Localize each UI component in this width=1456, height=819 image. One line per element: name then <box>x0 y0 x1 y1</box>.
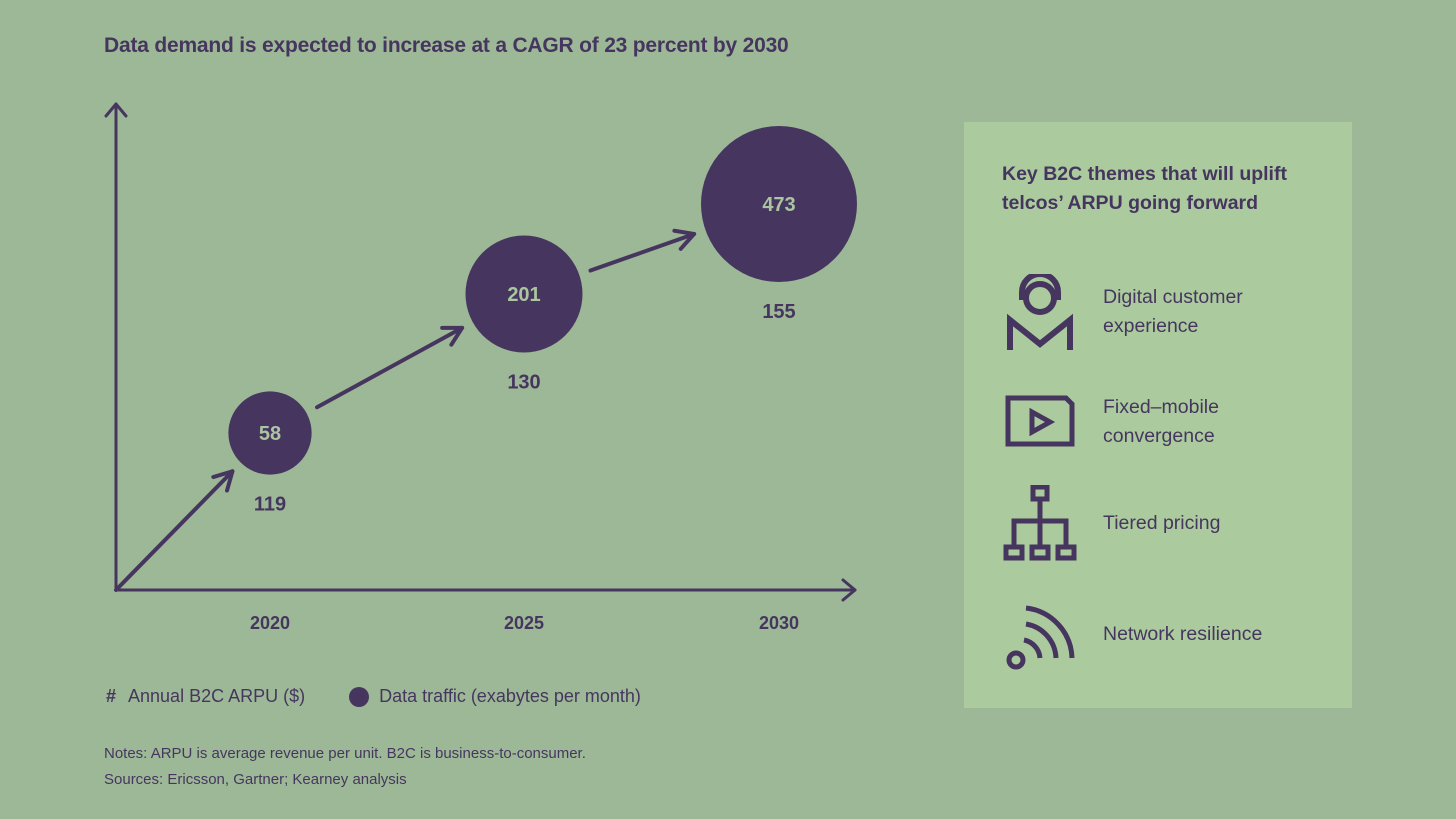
traffic-legend-label: Data traffic (exabytes per month) <box>379 686 641 706</box>
y-axis-arrowhead <box>104 102 128 118</box>
customer-headset-icon <box>1007 274 1073 350</box>
footnotes: Notes: ARPU is average revenue per unit.… <box>104 741 586 793</box>
x-axis-arrowhead <box>841 578 857 602</box>
bubble-chart: 58 119 2020 201 130 2025 473 155 2030 <box>104 102 857 633</box>
arpu-value-label: 119 <box>254 494 286 516</box>
growth-arrowhead <box>440 325 465 347</box>
theme-label: Tiered pricing <box>1103 511 1221 534</box>
traffic-value-label: 473 <box>762 194 795 216</box>
theme-item: Network resilience <box>1002 596 1303 672</box>
theme-label: Fixed–mobile convergence <box>1103 396 1219 447</box>
theme-label: Digital customer experience <box>1103 286 1243 337</box>
arpu-value-label: 155 <box>762 301 795 323</box>
theme-label: Network resilience <box>1103 622 1263 645</box>
growth-arrow <box>588 231 697 273</box>
growth-arrow <box>114 469 235 592</box>
x-tick-label: 2025 <box>504 613 544 633</box>
growth-arrowhead <box>672 228 697 251</box>
theme-item: Tiered pricing <box>1002 485 1303 561</box>
traffic-bubble <box>228 391 312 475</box>
arpu-legend-symbol: # <box>106 686 117 706</box>
panel-heading: Key B2C themes that will uplift telcos’ … <box>1002 163 1287 214</box>
chart-title: Data demand is expected to increase at a… <box>104 34 789 57</box>
theme-item: Digital customer experience <box>1002 274 1303 350</box>
wifi-signal-icon <box>1006 605 1075 670</box>
legend: # Annual B2C ARPU ($) Data traffic (exab… <box>106 686 641 707</box>
traffic-bubble <box>465 235 583 353</box>
traffic-value-label: 201 <box>507 284 540 306</box>
x-tick-label: 2030 <box>759 613 799 633</box>
traffic-legend-dot-icon <box>349 686 370 707</box>
arpu-legend-label: Annual B2C ARPU ($) <box>128 686 306 706</box>
notes-text: Notes: ARPU is average revenue per unit.… <box>104 745 586 762</box>
growth-arrowhead <box>211 469 235 493</box>
traffic-value-label: 58 <box>259 423 281 445</box>
theme-item: Fixed–mobile convergence <box>1002 384 1303 460</box>
x-tick-label: 2020 <box>250 613 290 633</box>
hierarchy-icon <box>1003 485 1077 561</box>
traffic-bubble <box>701 126 857 282</box>
themes-panel: Key B2C themes that will uplift telcos’ … <box>964 122 1352 708</box>
arpu-value-label: 130 <box>507 372 540 394</box>
video-play-icon <box>1005 395 1075 447</box>
sources-text: Sources: Ericsson, Gartner; Kearney anal… <box>104 771 407 788</box>
growth-arrow <box>315 325 465 410</box>
